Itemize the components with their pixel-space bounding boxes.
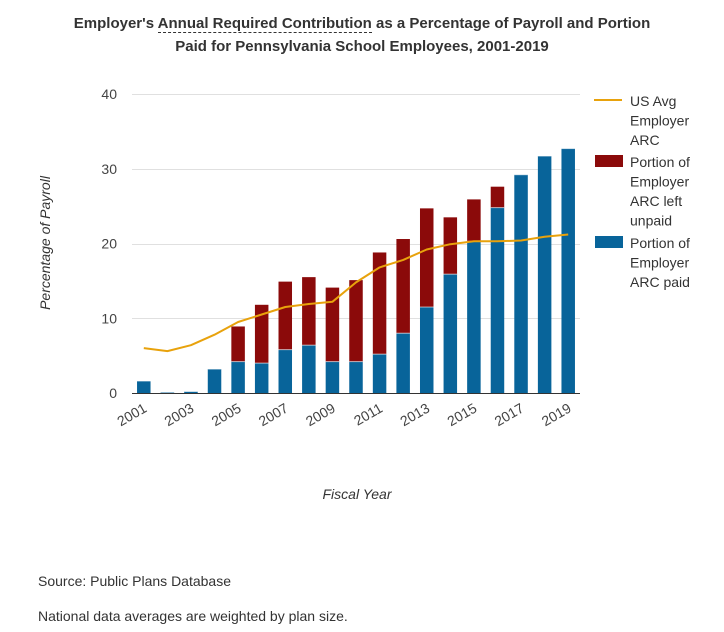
legend-swatch: [595, 236, 623, 248]
chart-title-line-2: Paid for Pennsylvania School Employees, …: [175, 38, 549, 55]
bar-unpaid-2007[interactable]: [278, 281, 293, 350]
y-axis-title: Percentage of Payroll: [37, 175, 53, 310]
bar-unpaid-2011[interactable]: [372, 252, 387, 355]
bar-paid-2019[interactable]: [561, 148, 575, 393]
bar-paid-2013[interactable]: [419, 307, 434, 393]
x-tick-label: 2011: [351, 400, 385, 429]
bar-unpaid-2010[interactable]: [349, 280, 363, 362]
x-tick-label: 2009: [303, 400, 338, 430]
legend-label: US Avg: [630, 93, 676, 109]
y-tick-label: 30: [101, 161, 117, 177]
x-tick-label: 2005: [209, 400, 244, 430]
chart-title-pre: Employer's: [73, 15, 158, 32]
weighting-note: National data averages are weighted by p…: [38, 608, 348, 624]
legend-label: Employer: [630, 174, 689, 190]
bar-unpaid-2013[interactable]: [419, 208, 434, 308]
legend-label: ARC: [630, 132, 660, 148]
x-tick-label: 2003: [161, 400, 196, 430]
y-axis-ticks: 0 10 20 30 40: [101, 86, 117, 401]
legend-item-unpaid[interactable]: Portion of Employer ARC left unpaid: [595, 154, 690, 229]
x-tick-label: 2015: [444, 400, 479, 430]
bar-paid-2011[interactable]: [372, 354, 387, 393]
x-axis-title: Fiscal Year: [323, 486, 393, 502]
legend-item-line[interactable]: US Avg Employer ARC: [594, 93, 689, 148]
bar-unpaid-2008[interactable]: [302, 277, 316, 346]
chart-title: Employer's Annual Required Contribution …: [0, 12, 724, 58]
chart-title-post: as a Percentage of Payroll and Portion: [371, 15, 651, 32]
legend-label: Portion of: [630, 154, 690, 170]
bar-paid-2014[interactable]: [443, 274, 458, 393]
bar-unpaid-2015[interactable]: [467, 199, 481, 242]
chart-title-term[interactable]: Annual Required Contribution: [157, 15, 372, 33]
bar-paid-2001[interactable]: [137, 381, 151, 393]
legend-item-paid[interactable]: Portion of Employer ARC paid: [595, 235, 690, 290]
legend-label: ARC left: [630, 193, 682, 209]
y-tick-label: 10: [101, 310, 117, 326]
bar-paid-2004[interactable]: [207, 369, 222, 393]
legend-label: Employer: [630, 255, 689, 271]
bar-paid-2012[interactable]: [396, 333, 410, 393]
x-tick-label: 2019: [539, 400, 574, 430]
bars: [137, 148, 575, 393]
bar-paid-2007[interactable]: [278, 349, 293, 393]
bar-unpaid-2009[interactable]: [325, 287, 340, 362]
bar-paid-2003[interactable]: [184, 391, 198, 393]
legend: US Avg Employer ARC Portion of Employer ARC l…: [594, 93, 690, 290]
x-tick-label: 2013: [397, 400, 432, 430]
bar-paid-2006[interactable]: [254, 363, 269, 393]
bar-paid-2016[interactable]: [490, 207, 505, 393]
x-tick-label: 2007: [256, 400, 291, 430]
bar-unpaid-2014[interactable]: [443, 217, 458, 275]
y-tick-label: 40: [101, 86, 117, 102]
bar-unpaid-2012[interactable]: [396, 239, 410, 334]
chart-title-line-1: Employer's Annual Required Contribution …: [0, 12, 724, 35]
source-note: Source: Public Plans Database: [38, 573, 231, 589]
x-tick-label: 2017: [492, 400, 527, 430]
bar-paid-2018[interactable]: [537, 156, 552, 393]
legend-label: Employer: [630, 113, 689, 129]
legend-label: ARC paid: [630, 274, 690, 290]
bar-unpaid-2006[interactable]: [254, 304, 269, 364]
avg-line: [143, 233, 569, 353]
x-axis: 2001 2003 2005 2007 2009 2011 2013 2015 2017 2019: [114, 393, 580, 430]
bar-paid-2015[interactable]: [467, 241, 481, 393]
bar-paid-2008[interactable]: [302, 345, 316, 393]
x-tick-label: 2001: [114, 400, 149, 430]
legend-label: Portion of: [630, 235, 690, 251]
bar-unpaid-2005[interactable]: [231, 326, 245, 362]
bar-paid-2009[interactable]: [325, 361, 340, 393]
bar-paid-2005[interactable]: [231, 361, 245, 393]
y-tick-label: 20: [101, 236, 117, 252]
us-avg-line[interactable]: [143, 233, 569, 353]
legend-label: unpaid: [630, 213, 672, 229]
legend-swatch: [595, 155, 623, 167]
grid-lines: [132, 94, 580, 319]
bar-unpaid-2016[interactable]: [490, 186, 505, 208]
bar-paid-2010[interactable]: [349, 361, 363, 393]
bar-paid-2017[interactable]: [514, 174, 528, 393]
y-tick-label: 0: [109, 385, 117, 401]
